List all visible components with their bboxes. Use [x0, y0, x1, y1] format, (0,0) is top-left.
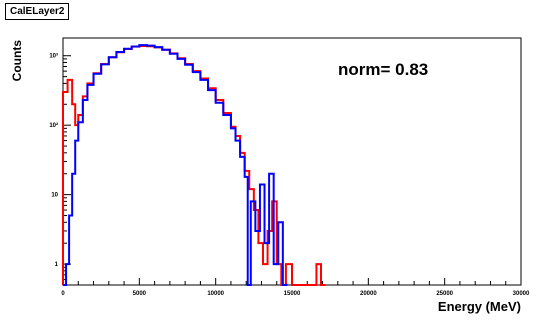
y-tick-label: 1 — [55, 262, 59, 268]
series-1-line — [63, 44, 288, 286]
y-tick-label: 10² — [49, 122, 58, 129]
x-tick-label: 15000 — [284, 291, 301, 297]
norm-annotation: norm= 0.83 — [338, 60, 428, 79]
y-tick-label: 10³ — [49, 53, 58, 60]
x-tick-label: 20000 — [360, 291, 377, 297]
x-tick-label: 25000 — [436, 291, 453, 297]
x-tick-label: 30000 — [513, 291, 530, 297]
chart-title: CalELayer2 — [5, 3, 70, 20]
x-tick-label: 10000 — [207, 291, 224, 297]
y-tick-label: 10 — [51, 193, 58, 199]
x-tick-label: 5000 — [133, 291, 147, 297]
y-axis-label: Counts — [10, 40, 24, 82]
x-axis-label: Energy (MeV) — [438, 299, 521, 314]
x-tick-label: 0 — [61, 291, 65, 297]
series-0-line — [62, 45, 326, 286]
plot-frame — [62, 37, 522, 286]
